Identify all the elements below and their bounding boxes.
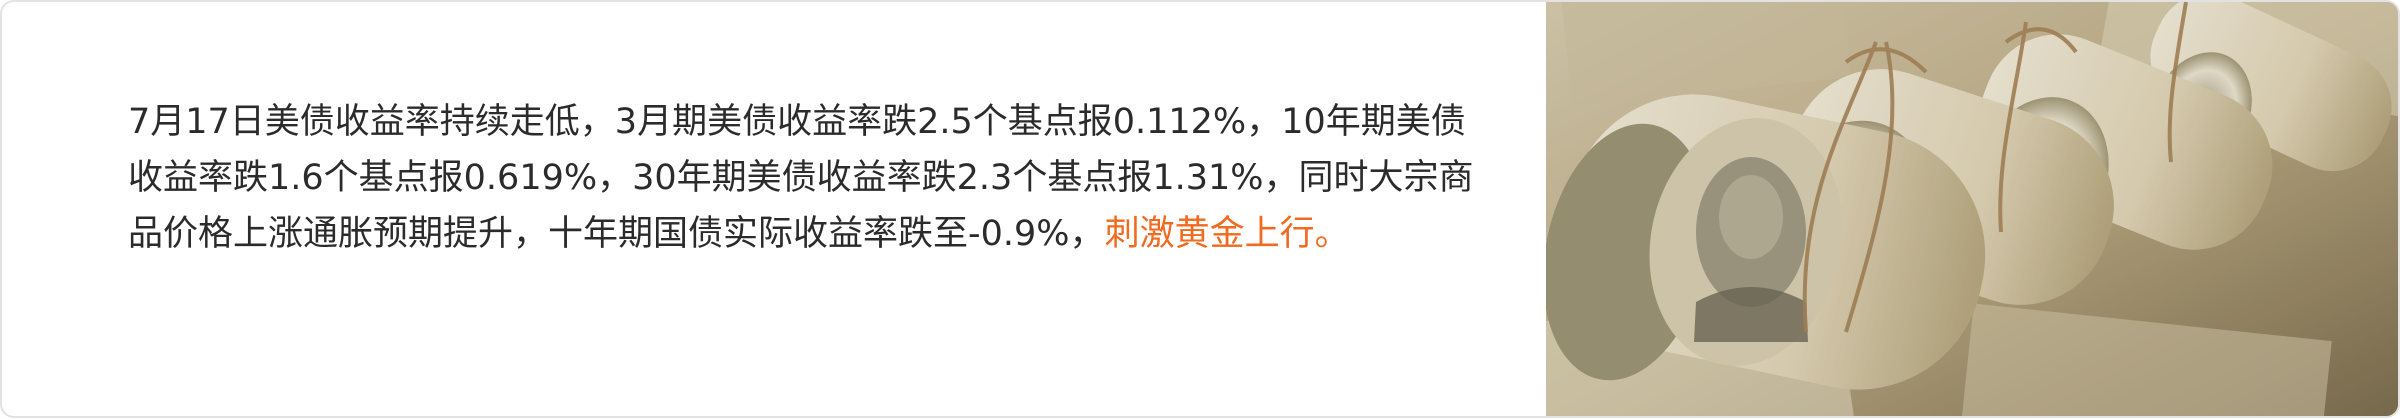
- twine-strings: [1802, 2, 2188, 333]
- paragraph-highlight-text: 刺激黄金上行。: [1104, 214, 1350, 254]
- money-rolls-illustration: [1545, 2, 2398, 416]
- article-text-area: 7月17日美债收益率持续走低，3月期美债收益率跌2.5个基点报0.112%，10…: [2, 2, 1546, 416]
- article-paragraph: 7月17日美债收益率持续走低，3月期美债收益率跌2.5个基点报0.112%，10…: [128, 94, 1486, 262]
- roll-front: [1545, 94, 1985, 390]
- paragraph-main-text: 7月17日美债收益率持续走低，3月期美债收益率跌2.5个基点报0.112%，10…: [128, 102, 1474, 254]
- dollar-rolls-image: [1545, 2, 2398, 416]
